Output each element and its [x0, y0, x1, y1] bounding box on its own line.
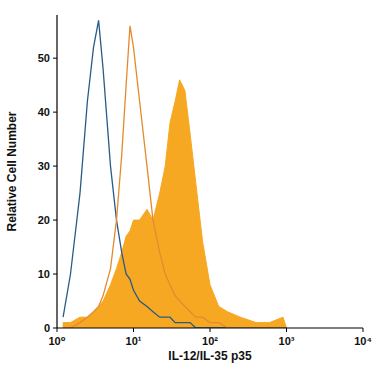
x-tick-label: 10⁴ — [354, 335, 372, 347]
x-tick-label: 10⁰ — [48, 335, 65, 347]
y-tick-label: 40 — [38, 106, 50, 118]
x-tick — [286, 328, 287, 332]
y-tick-label: 30 — [38, 160, 50, 172]
x-axis-label: IL-12/IL-35 p35 — [168, 349, 252, 363]
x-tick — [133, 328, 134, 332]
y-tick-label: 10 — [38, 268, 50, 280]
y-tick-label: 50 — [38, 52, 50, 64]
y-axis — [56, 15, 57, 328]
plot-area — [63, 20, 286, 328]
area — [63, 80, 286, 328]
x-tick-label: 10¹ — [126, 335, 142, 347]
y-tick-label: 20 — [38, 214, 50, 226]
x-tick-label: 10³ — [279, 335, 295, 347]
chart: 0 10 20 30 40 50 10⁰ 10¹ 10² 10³ 10⁴ IL-12/IL-35 p3… — [0, 0, 375, 375]
y-tick — [53, 166, 57, 167]
x-tick — [210, 328, 211, 332]
y-tick — [53, 58, 57, 59]
x-tick — [363, 328, 364, 332]
y-tick-label: 0 — [44, 322, 50, 334]
y-tick — [53, 220, 57, 221]
y-tick — [53, 328, 57, 329]
y-tick — [53, 274, 57, 275]
x-tick-label: 10² — [202, 335, 218, 347]
line — [63, 26, 286, 328]
x-tick — [57, 328, 58, 332]
line — [63, 20, 286, 328]
y-tick — [53, 112, 57, 113]
y-axis-label: Relative Cell Number — [5, 111, 19, 231]
